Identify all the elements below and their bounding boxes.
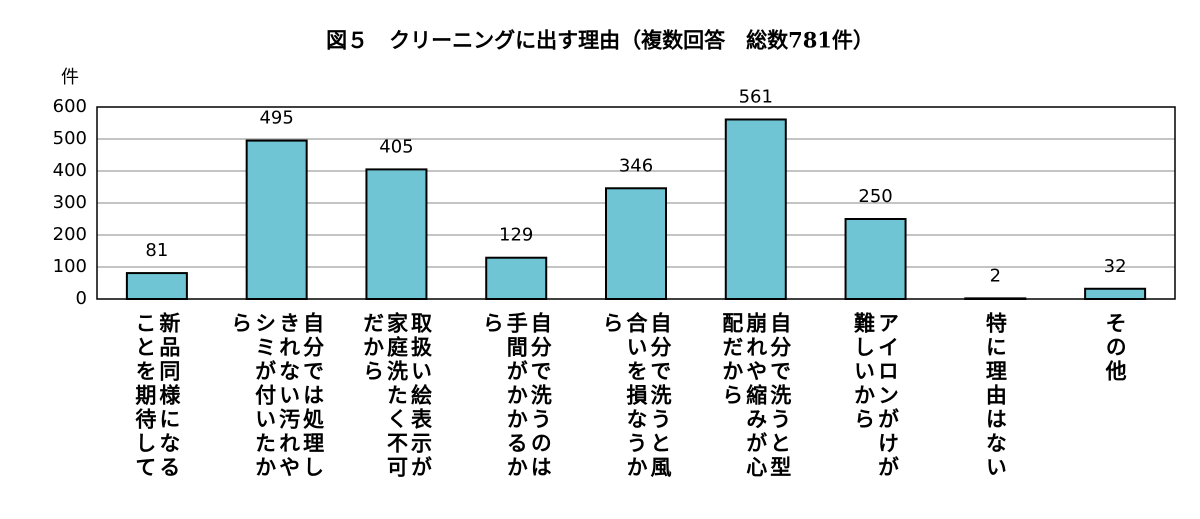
bar [1084,287,1147,301]
y-tick-label: 300 [53,192,87,213]
value-label: 32 [1104,256,1127,277]
x-tick-label: 自分で洗うと型崩れや縮みが心配だから [719,312,792,480]
bar [245,139,308,300]
value-label: 561 [739,86,773,107]
value-label: 405 [379,136,413,157]
y-tick-label: 500 [53,128,87,149]
y-tick-label: 0 [76,288,87,309]
y-axis-label: 件 [61,67,79,88]
y-tick-label: 400 [53,160,87,181]
chart-title: 図５ クリーニングに出す理由（複数回答 総数781件） [326,28,874,53]
x-tick-label: 取扱い絵表示が家庭洗たく不可だから [360,312,433,480]
y-tick-label: 600 [53,96,87,117]
y-tick-label: 100 [53,256,87,277]
bar [485,256,548,300]
x-tick-label: 新品同様になることを期待して [132,312,181,480]
bar [605,187,667,300]
value-label: 250 [858,186,892,207]
bar [964,297,1027,300]
value-label: 495 [259,108,293,129]
y-tick-label: 200 [53,224,87,245]
x-tick-label: 自分で洗うと風合いを損なうから [600,312,672,480]
value-label: 2 [990,265,1001,286]
x-tick-label: 自分では処理しきれない汚れやシミが付いたから [228,312,325,480]
x-tick-label: アイロンがけが難しいから [851,312,900,480]
bar [724,118,787,301]
value-label: 129 [499,225,533,246]
bar [365,168,428,300]
bar [844,218,907,300]
x-tick-label: 自分で洗うのは手間がかかるから [480,312,553,480]
bar [125,272,188,300]
x-tick-label: その他 [1103,312,1128,384]
x-tick-label: 特に理由はない [983,312,1008,480]
value-label: 81 [145,240,168,261]
value-label: 346 [619,155,653,176]
